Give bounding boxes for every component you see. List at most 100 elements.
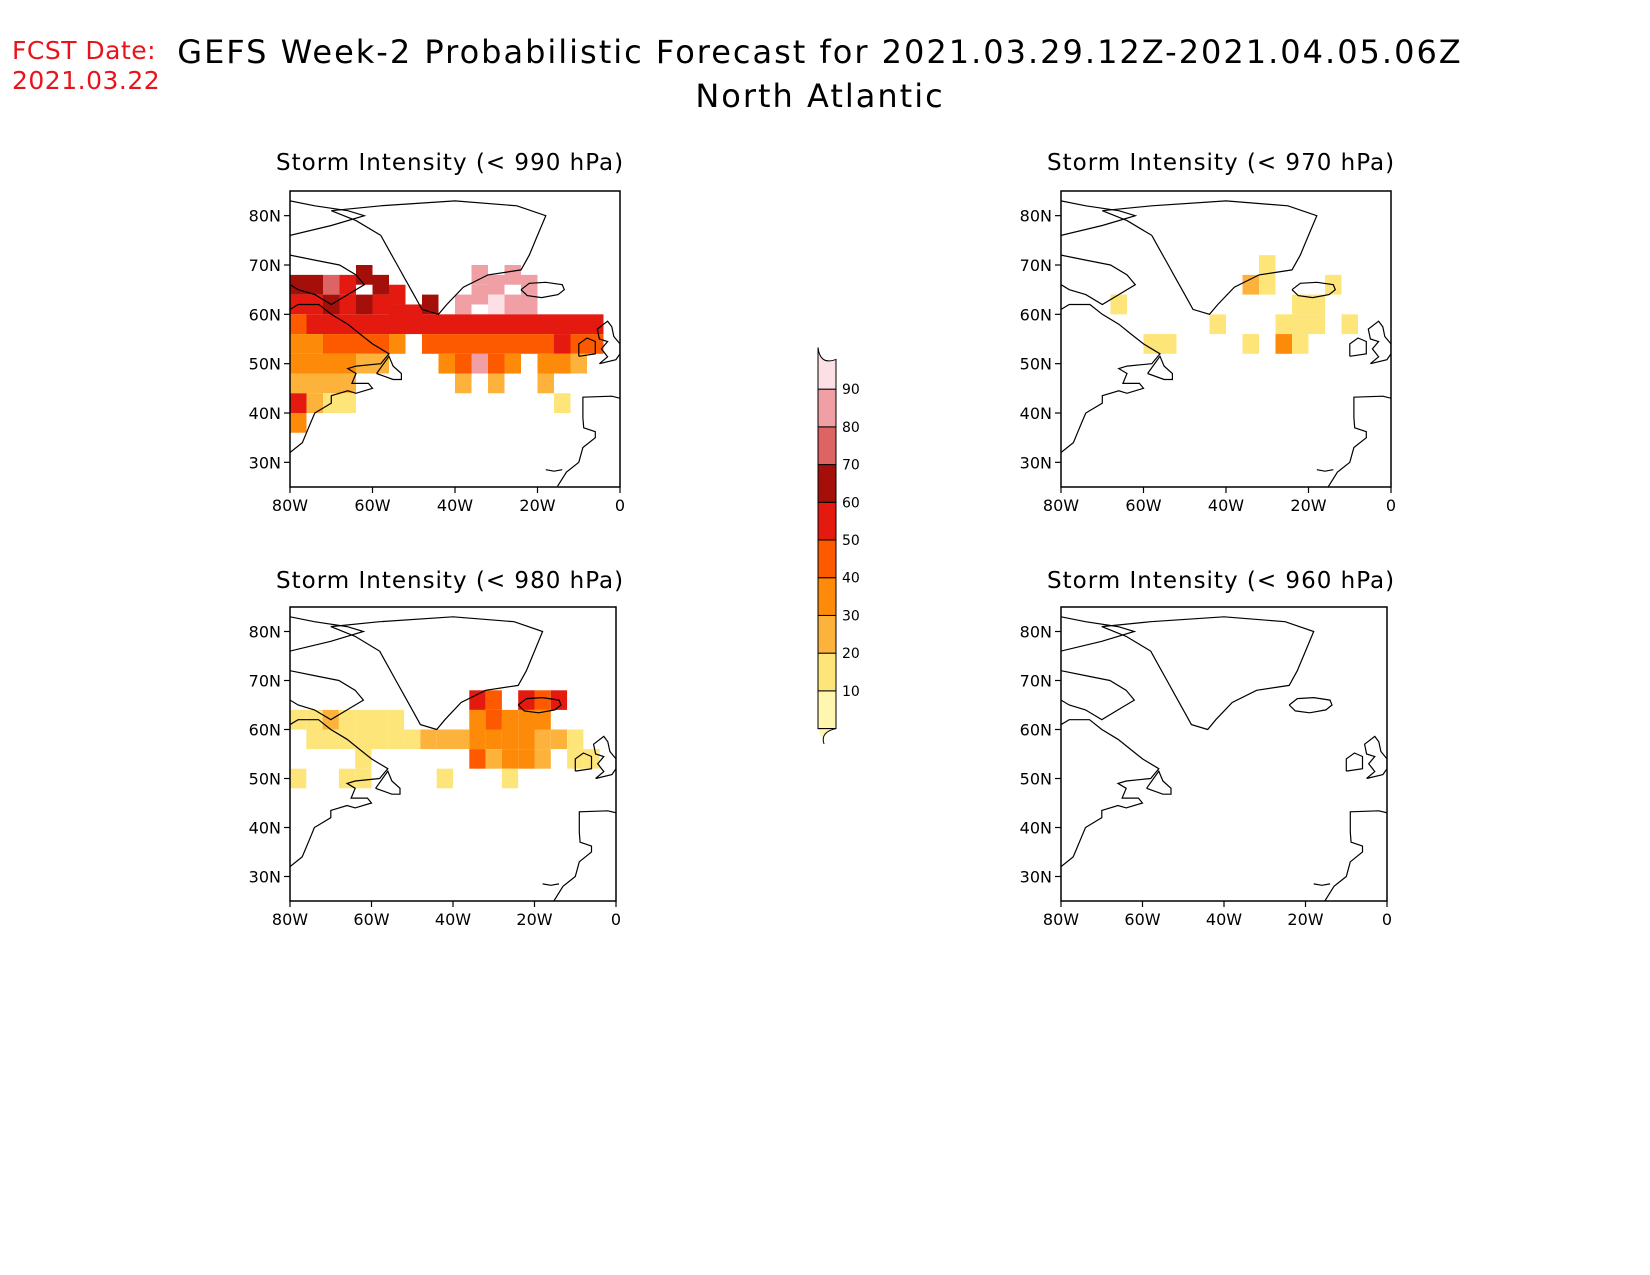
grid-cell [339,334,356,354]
lon-label: 20W [1290,496,1326,515]
grid-cell [339,373,356,394]
grid-cell [290,393,307,413]
grid-cell [306,274,323,295]
grid-cell [469,690,486,710]
grid-cell [322,729,339,750]
coastline [520,281,566,299]
coastline [330,616,544,731]
grid-cell [323,274,340,295]
lon-label: 80W [1043,910,1079,929]
colorbar-label: 60 [842,495,860,511]
lon-label: 40W [1206,910,1242,929]
grid-cell [488,274,505,295]
grid-cell [436,729,453,750]
grid-cell [469,749,486,769]
grid-cell [1259,255,1276,275]
lat-label: 80N [1020,207,1052,226]
grid-cell [306,373,323,394]
coastline [1101,616,1315,731]
grid-cell [534,690,551,710]
lat-label: 80N [249,623,281,642]
grid-cell [455,373,472,394]
forecast-date-label: FCST Date: [12,36,157,65]
lon-label: 0 [1386,496,1396,515]
grid-cell [504,334,521,354]
grid-cell [504,353,521,374]
grid-cell [455,294,472,315]
grid-cell [485,749,502,769]
coastline [596,320,620,365]
lon-label: 80W [272,496,308,515]
grid-cell [389,314,406,335]
colorbar-segment [817,501,837,541]
coastline [290,303,390,455]
coastline [553,810,616,901]
grid-cell [355,709,372,730]
grid-cell [356,294,373,315]
coastline [290,200,367,236]
coastline [1147,355,1173,381]
colorbar-segment [817,347,837,390]
grid-cell [436,768,453,789]
coastline [1291,281,1337,299]
grid-cell [339,294,356,315]
coastline [1313,883,1331,886]
colorbar-label: 80 [842,420,860,436]
grid-cell [290,373,307,394]
grid-cell [471,265,488,285]
grid-cell [554,393,571,413]
grid-cell [518,749,535,769]
colorbar-segment [817,464,837,503]
grid-cell [290,768,307,789]
grid-cell [339,274,356,295]
grid-cell [567,729,584,750]
grid-cell [1292,294,1309,315]
grid-cell [488,353,505,374]
coastline [592,735,616,780]
lon-label: 40W [1208,496,1244,515]
panel-title-960: Storm Intensity (< 960 hPa) [1047,568,1396,594]
map-panel-2: 80N 70N 60N 50N 40N 30N 80W 60W 40W 20W 0 [249,606,621,929]
grid-cell [339,353,356,374]
lon-label: 0 [615,496,625,515]
grid-cell [537,353,554,374]
grid-cell [488,373,505,394]
grid-cell [338,768,356,789]
forecast-date-value: 2021.03.22 [12,66,161,95]
coastline [1102,200,1318,315]
grid-cell [1341,314,1358,335]
coastline [1345,752,1364,772]
grid-cell [389,334,406,354]
probability-field [290,690,600,789]
colorbar-label: 20 [842,646,860,662]
colorbar-label: 40 [842,571,860,587]
grid-cell [339,393,356,413]
panel-title-990: Storm Intensity (< 990 hPa) [276,150,625,176]
lat-label: 30N [249,868,281,887]
coastlines [1061,616,1387,901]
grid-cell [455,314,472,335]
grid-cell [290,353,307,374]
grid-cell [488,314,505,335]
lat-label: 30N [249,453,281,472]
coastlines [1061,200,1391,487]
grid-cell [306,334,323,354]
lat-label: 50N [249,770,281,789]
grid-cell [554,334,571,354]
grid-cell [323,353,340,374]
grid-cell [550,729,568,750]
lon-label: 80W [272,910,308,929]
grid-cell [1242,274,1259,295]
grid-cell [1259,274,1276,295]
lon-label: 60W [353,910,389,929]
grid-cell [356,314,373,335]
map-frame [1060,190,1392,488]
lat-label: 50N [1020,770,1052,789]
grid-cell [455,334,472,354]
colorbar-segment [817,388,837,428]
coastline [290,254,366,306]
coastlines [290,616,616,901]
lon-label: 60W [354,496,390,515]
grid-cell [290,413,307,433]
grid-cell [371,709,388,730]
